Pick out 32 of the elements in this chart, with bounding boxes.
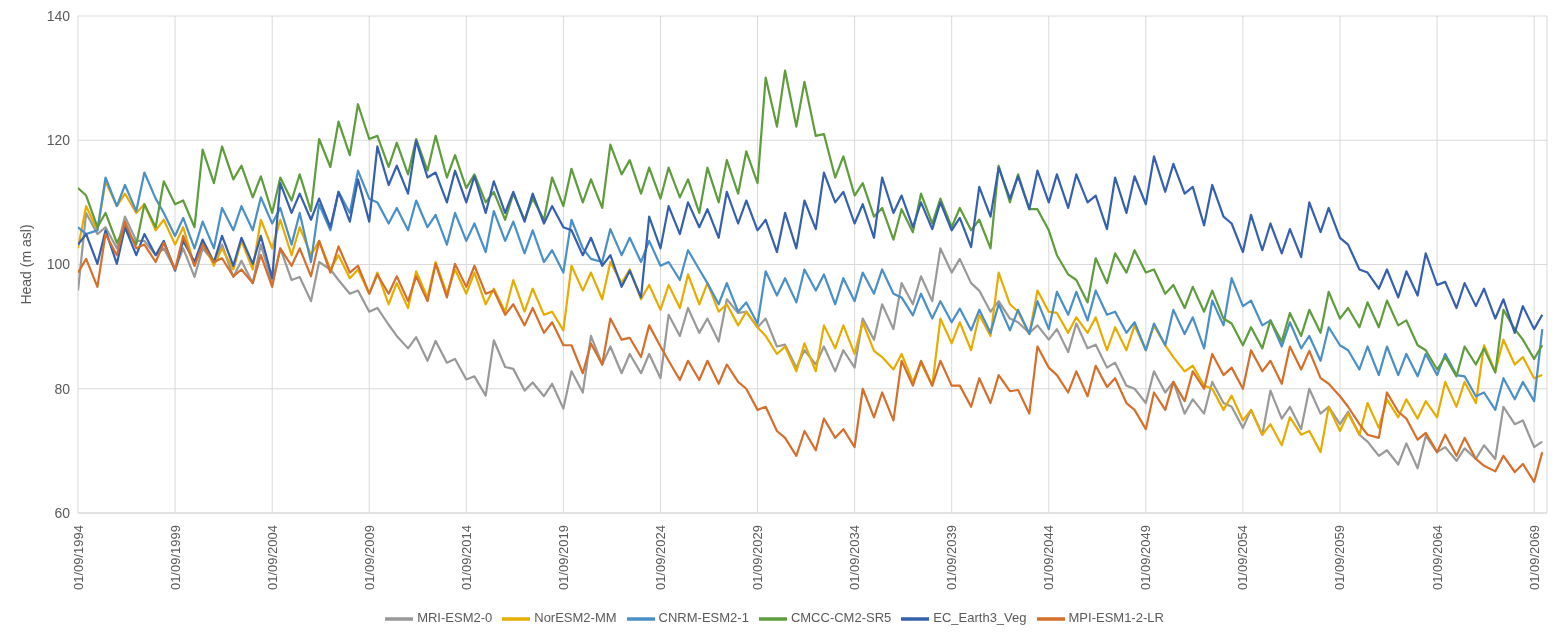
- x-tick-label: 01/09/2029: [750, 525, 766, 591]
- legend-label: CNRM-ESM2-1: [658, 610, 749, 626]
- legend-label: MRI-ESM2-0: [417, 610, 493, 626]
- x-tick-label: 01/09/2004: [264, 525, 280, 591]
- x-tick-label: 01/09/2039: [944, 525, 960, 591]
- x-tick-label: 01/09/2059: [1332, 525, 1348, 591]
- legend-label: MPI-ESM1-2-LR: [1068, 610, 1164, 626]
- y-tick-label: 140: [46, 7, 71, 24]
- y-tick-label: 120: [46, 132, 71, 149]
- x-tick-label: 01/09/2019: [555, 525, 571, 591]
- x-tick-label: 01/09/2064: [1429, 525, 1445, 591]
- x-tick-label: 01/09/2049: [1138, 525, 1154, 591]
- y-tick-label: 100: [46, 256, 71, 273]
- line-series: [78, 69, 1544, 378]
- line-series: [78, 180, 1544, 454]
- line-series: [78, 139, 1544, 334]
- x-tick-label: 01/09/1994: [70, 525, 86, 591]
- x-tick-label: 01/09/2069: [1526, 525, 1542, 591]
- line-series: [78, 169, 1544, 411]
- y-axis-title: Head (m asl): [17, 224, 34, 305]
- y-tick-label: 60: [54, 504, 71, 521]
- x-tick-label: 01/09/2044: [1041, 525, 1057, 591]
- x-tick-label: 01/09/1999: [167, 525, 183, 591]
- x-tick-label: 01/09/2009: [361, 525, 377, 591]
- x-tick-label: 01/09/2054: [1235, 525, 1251, 591]
- y-tick-label: 80: [54, 380, 71, 397]
- x-tick-label: 01/09/2014: [458, 525, 474, 591]
- x-tick-label: 01/09/2024: [652, 525, 668, 591]
- legend-label: CMCC-CM2-SR5: [790, 610, 892, 626]
- x-tick-label: 01/09/2034: [847, 525, 863, 591]
- legend-label: NorESM2-MM: [534, 610, 617, 626]
- legend-label: EC_Earth3_Veg: [933, 610, 1027, 626]
